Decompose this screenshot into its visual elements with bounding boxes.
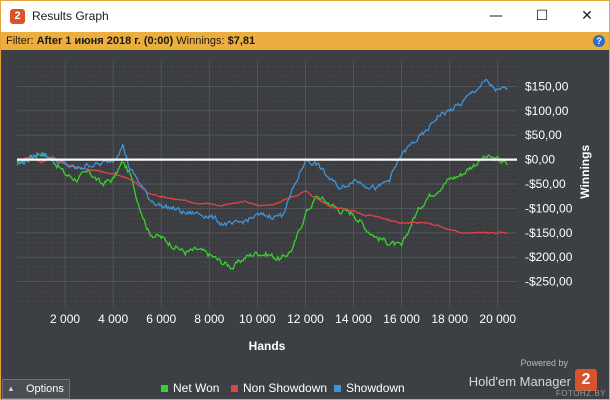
legend-label: Showdown <box>346 381 405 395</box>
brand-logo-icon: 2 <box>575 369 597 391</box>
y-tick-label: -$50,00 <box>525 177 566 191</box>
y-tick-label: $150,00 <box>525 79 569 93</box>
x-tick-label: 12 000 <box>287 312 324 326</box>
legend-swatch <box>231 385 238 392</box>
bottom-bar: ▲ Options Net Won Non Showdown Showdown … <box>1 358 609 399</box>
legend-swatch <box>161 385 168 392</box>
window-title: Results Graph <box>32 9 109 23</box>
x-tick-label: 14 000 <box>335 312 372 326</box>
results-chart: $150,00 $100,00 $50,00 $0,00 -$50,00 -$100,00… <box>1 50 609 376</box>
y-tick-label: -$200,00 <box>525 250 573 264</box>
series-non-showdown <box>16 156 508 235</box>
filter-bar: Filter: After 1 июня 2018 г. (0:00) Winn… <box>1 32 609 50</box>
x-tick-label: 10 000 <box>239 312 276 326</box>
legend-label: Net Won <box>173 381 220 395</box>
app-logo-icon: 2 <box>10 9 25 24</box>
x-tick-label: 4 000 <box>98 312 128 326</box>
legend-label: Non Showdown <box>243 381 328 395</box>
expand-caret-icon: ▲ <box>7 384 15 393</box>
winnings-value: $7,81 <box>227 35 256 47</box>
filter-summary: Filter: After 1 июня 2018 г. (0:00) Winn… <box>6 32 255 50</box>
y-axis-label: Winnings <box>578 145 592 199</box>
legend-item-showdown[interactable]: Showdown <box>334 379 405 397</box>
y-tick-label: $100,00 <box>525 104 569 118</box>
x-tick-label: 2 000 <box>50 312 80 326</box>
help-icon[interactable]: ? <box>593 35 605 47</box>
y-tick-label: -$150,00 <box>525 226 573 240</box>
x-tick-label: 8 000 <box>194 312 224 326</box>
legend-item-non-showdown[interactable]: Non Showdown <box>231 379 327 397</box>
y-tick-label: -$100,00 <box>525 201 573 215</box>
x-tick-label: 6 000 <box>146 312 176 326</box>
options-label: Options <box>26 383 64 395</box>
x-tick-label: 18 000 <box>431 312 468 326</box>
winnings-label: Winnings: <box>176 35 225 47</box>
options-button[interactable]: ▲ Options <box>2 379 70 399</box>
close-button[interactable]: ✕ <box>581 8 593 24</box>
y-tick-label: -$250,00 <box>525 275 573 289</box>
brand-name: Hold'em Manager <box>468 374 571 389</box>
maximize-button[interactable]: ☐ <box>535 8 549 24</box>
brand-block: Powered by Hold'em Manager 2 <box>468 358 609 399</box>
y-tick-label: $0,00 <box>525 153 555 167</box>
x-axis-label: Hands <box>249 339 286 353</box>
title-bar: 2 Results Graph — ☐ ✕ <box>1 1 609 32</box>
series-net-won <box>16 151 508 271</box>
x-tick-label: 20 000 <box>479 312 516 326</box>
series-showdown <box>16 78 508 227</box>
y-tick-label: $50,00 <box>525 128 562 142</box>
legend-swatch <box>334 385 341 392</box>
x-tick-label: 16 000 <box>383 312 420 326</box>
filter-label: Filter: <box>6 35 34 47</box>
chart-svg: $150,00 $100,00 $50,00 $0,00 -$50,00 -$100,00… <box>16 62 592 353</box>
brand-powered-by: Powered by <box>520 358 568 368</box>
legend-item-net-won[interactable]: Net Won <box>161 379 219 397</box>
watermark: FOTOHZ.BY <box>555 389 606 398</box>
filter-value: After 1 июня 2018 г. (0:00) <box>36 35 174 47</box>
minimize-button[interactable]: — <box>489 8 503 24</box>
